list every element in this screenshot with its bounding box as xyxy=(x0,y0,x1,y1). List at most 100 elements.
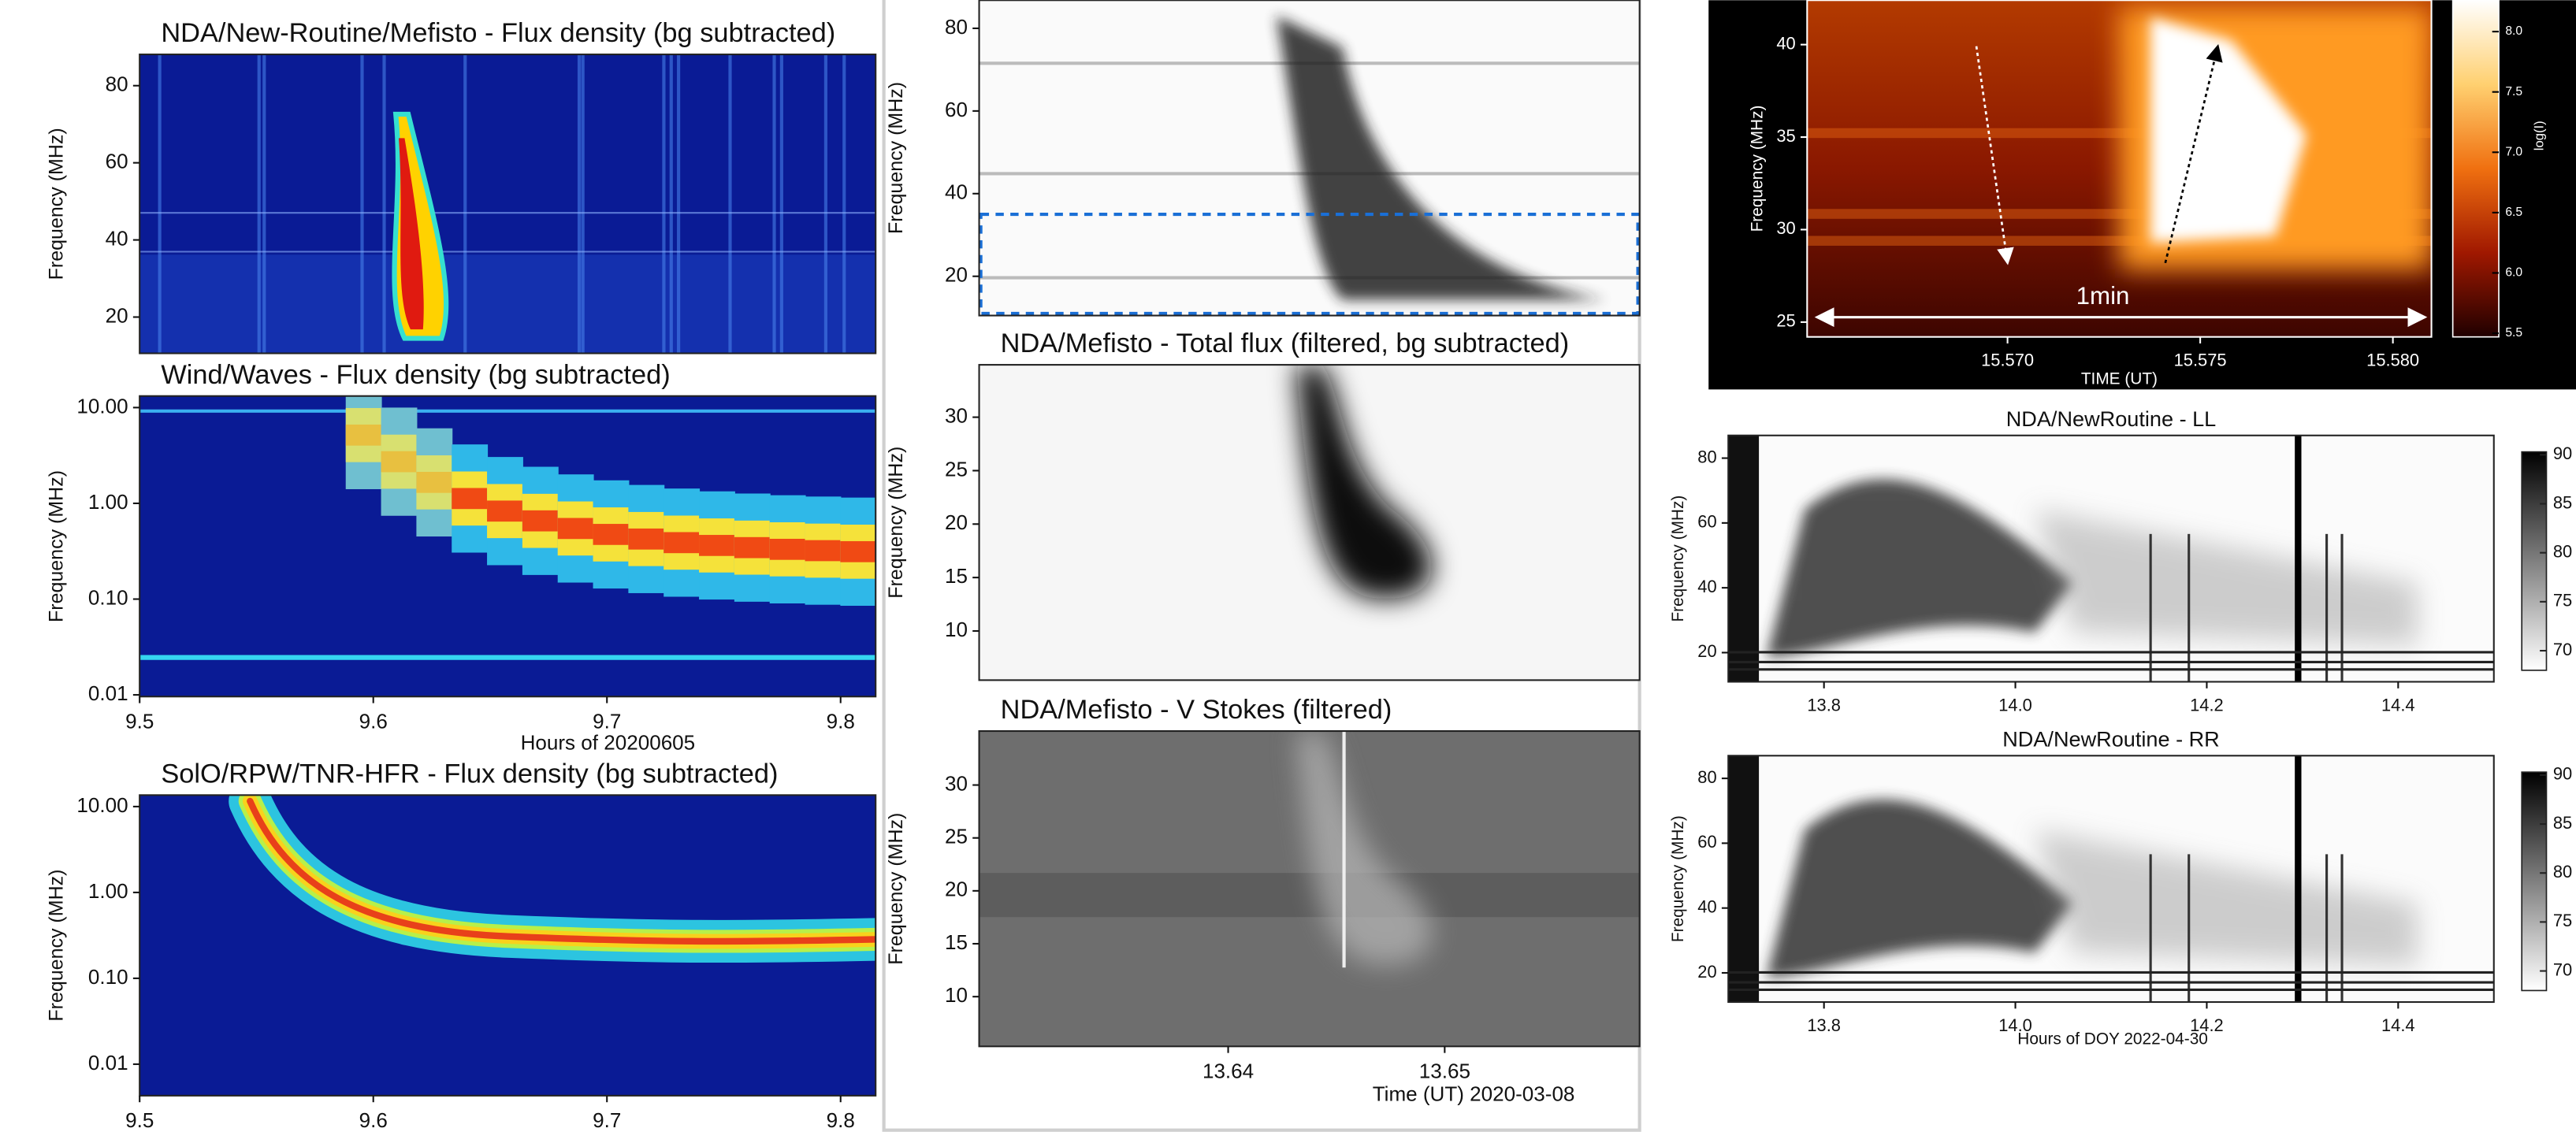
image-stripe xyxy=(2325,533,2329,682)
x-tick-label: 9.8 xyxy=(827,1108,855,1132)
colorbar-tick-label: 90 xyxy=(2553,444,2572,463)
x-axis-label: Hours of DOY 2022-04-30 xyxy=(2017,1030,2208,1048)
spectrogram: 20 40 60 80 13.8 14.0 14.2 14.4 NDA/NewRoutine -… xyxy=(1669,727,2572,1048)
image-burst xyxy=(1295,365,1433,599)
spectrogram-image xyxy=(139,795,876,1096)
colorbar xyxy=(2521,771,2548,992)
y-tick-label: 25 xyxy=(1776,311,1795,331)
plot-frame xyxy=(139,794,877,1097)
colorbar-tick-label: 85 xyxy=(2553,813,2572,833)
colorbar-label: log(I) xyxy=(2532,121,2547,150)
image-burst xyxy=(1766,479,2073,658)
spectrogram-image xyxy=(1807,0,2432,337)
image-stripe xyxy=(1728,755,1760,1003)
image-stripe xyxy=(463,54,467,354)
x-tick-label: 9.6 xyxy=(359,709,388,733)
image-block xyxy=(734,536,771,559)
image-burst xyxy=(1766,799,2073,978)
image-block xyxy=(593,524,630,545)
y-axis-label: Frequency (MHz) xyxy=(46,128,68,280)
plot-frame xyxy=(978,0,1641,317)
chart-title: SolO/RPW/TNR-HFR - Flux density (bg subt… xyxy=(161,759,778,789)
spectrogram: 25 30 35 40 15.570 15.575 15.580 Frequency (MHz… xyxy=(1748,0,2547,388)
spectrogram-image xyxy=(139,54,876,354)
image-stripe xyxy=(2188,854,2191,1003)
annotation: 1min xyxy=(2076,282,2130,310)
colorbar-tick-label: 70 xyxy=(2553,640,2572,659)
plot-frame xyxy=(1727,755,2495,1004)
image-stripe xyxy=(158,54,162,354)
image-burst xyxy=(1276,16,1607,300)
y-tick-label: 60 xyxy=(1697,512,1716,532)
image-block xyxy=(628,528,665,550)
image-band xyxy=(979,873,1640,918)
y-tick-label: 40 xyxy=(1697,896,1716,916)
y-axis-label: Frequency (MHz) xyxy=(1748,106,1766,232)
image-stripe xyxy=(842,54,846,354)
y-tick-label: 40 xyxy=(1776,33,1795,53)
image-burst-core xyxy=(398,138,424,330)
x-tick-label: 13.8 xyxy=(1807,1015,1841,1035)
plot-frame xyxy=(1806,0,2433,338)
spectrogram-image xyxy=(1728,755,2494,1003)
y-tick-label: 40 xyxy=(945,180,968,204)
panels: 20 40 60 80 NDA/New-Routine/Mefisto - Flux d… xyxy=(46,0,2572,1132)
image-stripe xyxy=(728,54,732,354)
colorbar-tick-label: 8.0 xyxy=(2505,24,2522,38)
highlight-range xyxy=(979,212,1640,316)
image-stripe xyxy=(2149,533,2152,682)
drift-arrow xyxy=(2164,44,2223,264)
x-tick-label: 14.0 xyxy=(1998,696,2032,715)
x-tick-label: 9.6 xyxy=(359,1108,388,1132)
x-tick-label: 13.8 xyxy=(1807,696,1841,715)
y-tick-label: 20 xyxy=(1697,641,1716,661)
spectrogram: 0.01 0.10 1.00 10.00 9.5 9.6 9.7 9.8 SolO/RPW/TN… xyxy=(46,759,877,1132)
y-tick-label: 20 xyxy=(945,510,968,534)
image-block xyxy=(840,540,876,562)
image-stripe xyxy=(257,54,261,354)
x-axis-label: TIME (UT) xyxy=(2081,369,2158,388)
colorbar-tick-label: 80 xyxy=(2553,862,2572,881)
spectrogram: 20 40 60 80 NDA/New-Routine/Mefisto - Flux d… xyxy=(46,18,877,354)
x-tick-label: 15.570 xyxy=(1981,351,2034,370)
image-block xyxy=(522,510,559,532)
y-tick-label: 60 xyxy=(106,150,128,173)
y-axis-label: Frequency (MHz) xyxy=(885,82,907,234)
colorbar-tick-label: 7.5 xyxy=(2505,85,2522,98)
image-block xyxy=(557,518,594,540)
plot-frame xyxy=(978,729,1641,1048)
x-tick-label: 9.7 xyxy=(593,709,621,733)
plot-frame xyxy=(978,364,1641,681)
y-tick-label: 60 xyxy=(945,98,968,121)
y-tick-label: 20 xyxy=(1697,962,1716,982)
y-tick-label: 0.10 xyxy=(88,965,128,989)
image-stripe xyxy=(662,54,666,354)
colorbar-tick-label: 90 xyxy=(2553,764,2572,784)
image-stripe xyxy=(772,54,776,354)
image-block xyxy=(416,472,453,493)
image-stripe xyxy=(2340,533,2344,682)
y-axis-label: Frequency (MHz) xyxy=(46,870,68,1022)
image-stripe xyxy=(2295,435,2302,682)
colorbar-tick-label: 70 xyxy=(2553,959,2572,979)
image-stripe xyxy=(779,54,783,354)
y-tick-label: 30 xyxy=(1776,218,1795,238)
y-tick-label: 10 xyxy=(945,618,968,641)
y-axis-label: Frequency (MHz) xyxy=(885,813,907,965)
y-tick-label: 1.00 xyxy=(88,879,128,903)
image-block xyxy=(664,532,701,554)
spectrogram-image xyxy=(139,395,876,697)
y-tick-label: 0.10 xyxy=(88,585,128,609)
spectrogram: 10 15 20 25 30 13.64 13.65 NDA/Mefisto - V Stok… xyxy=(885,695,1641,1106)
image-stripe xyxy=(581,54,585,354)
x-axis-label: Time (UT) 2020-03-08 xyxy=(1373,1082,1575,1106)
y-tick-label: 25 xyxy=(945,457,968,481)
x-tick-label: 9.7 xyxy=(593,1108,621,1132)
x-tick-label: 14.4 xyxy=(2381,696,2415,715)
image-stripe xyxy=(262,54,266,354)
colorbar-tick-label: 85 xyxy=(2553,492,2572,512)
x-tick-label: 15.575 xyxy=(2174,351,2227,370)
plot-frame xyxy=(139,54,877,354)
